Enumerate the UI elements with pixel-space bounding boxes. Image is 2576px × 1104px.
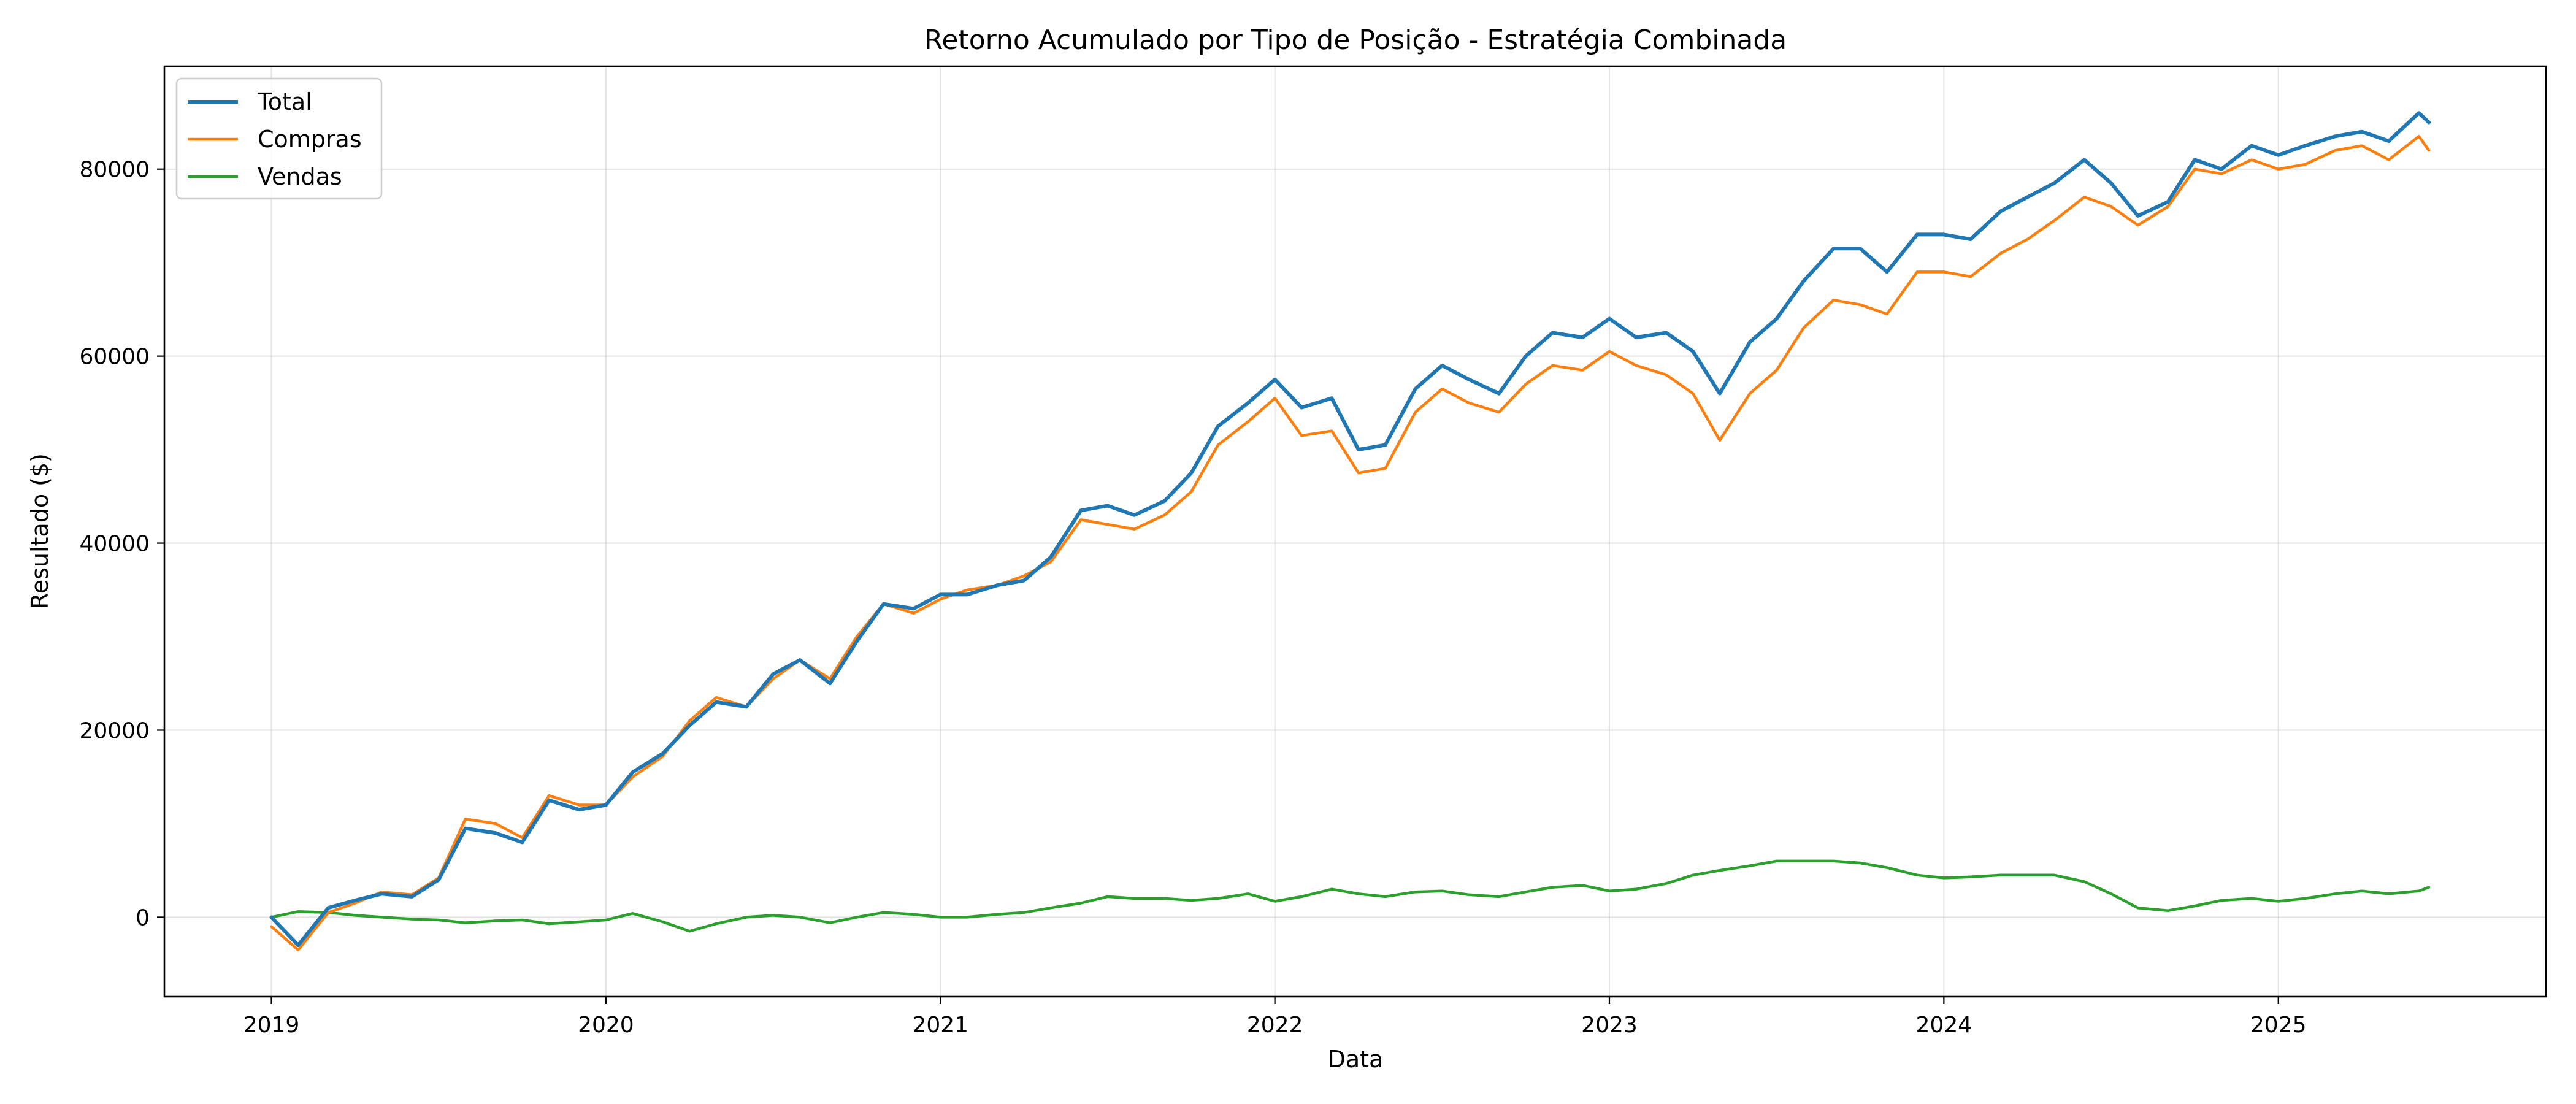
legend-box <box>175 77 383 200</box>
y-tick-label: 20000 <box>79 718 150 743</box>
series-line-vendas <box>270 859 2431 933</box>
y-tick-label: 60000 <box>79 345 150 370</box>
x-tick-label: 2021 <box>912 1013 968 1038</box>
grid <box>164 66 2546 997</box>
x-tick-label: 2022 <box>1247 1013 1303 1038</box>
x-tick-label: 2024 <box>1916 1013 1972 1038</box>
y-axis: 0 20000 40000 60000 80000 <box>79 158 164 930</box>
legend: Total Compras Vendas <box>175 77 383 200</box>
x-tick-label: 2019 <box>243 1013 300 1038</box>
series-line-compras <box>270 135 2431 952</box>
y-axis-label: Resultado ($) <box>26 453 53 609</box>
y-tick-label: 80000 <box>79 158 150 183</box>
legend-label-total: Total <box>257 88 312 115</box>
x-axis: 2019 2020 2021 2022 2023 2024 2025 <box>243 997 2307 1038</box>
y-tick-label: 0 <box>136 905 150 930</box>
x-tick-label: 2023 <box>1581 1013 1638 1038</box>
chart-title: Retorno Acumulado por Tipo de Posição - … <box>924 25 1787 56</box>
x-axis-label: Data <box>1328 1046 1384 1073</box>
plot-frame <box>163 65 2547 998</box>
legend-label-compras: Compras <box>258 126 362 153</box>
x-tick-label: 2020 <box>578 1013 634 1038</box>
y-tick-label: 40000 <box>79 532 150 557</box>
legend-label-vendas: Vendas <box>258 163 342 190</box>
x-tick-label: 2025 <box>2250 1013 2307 1038</box>
series-lines <box>269 111 2431 952</box>
series-line-total <box>269 111 2431 948</box>
